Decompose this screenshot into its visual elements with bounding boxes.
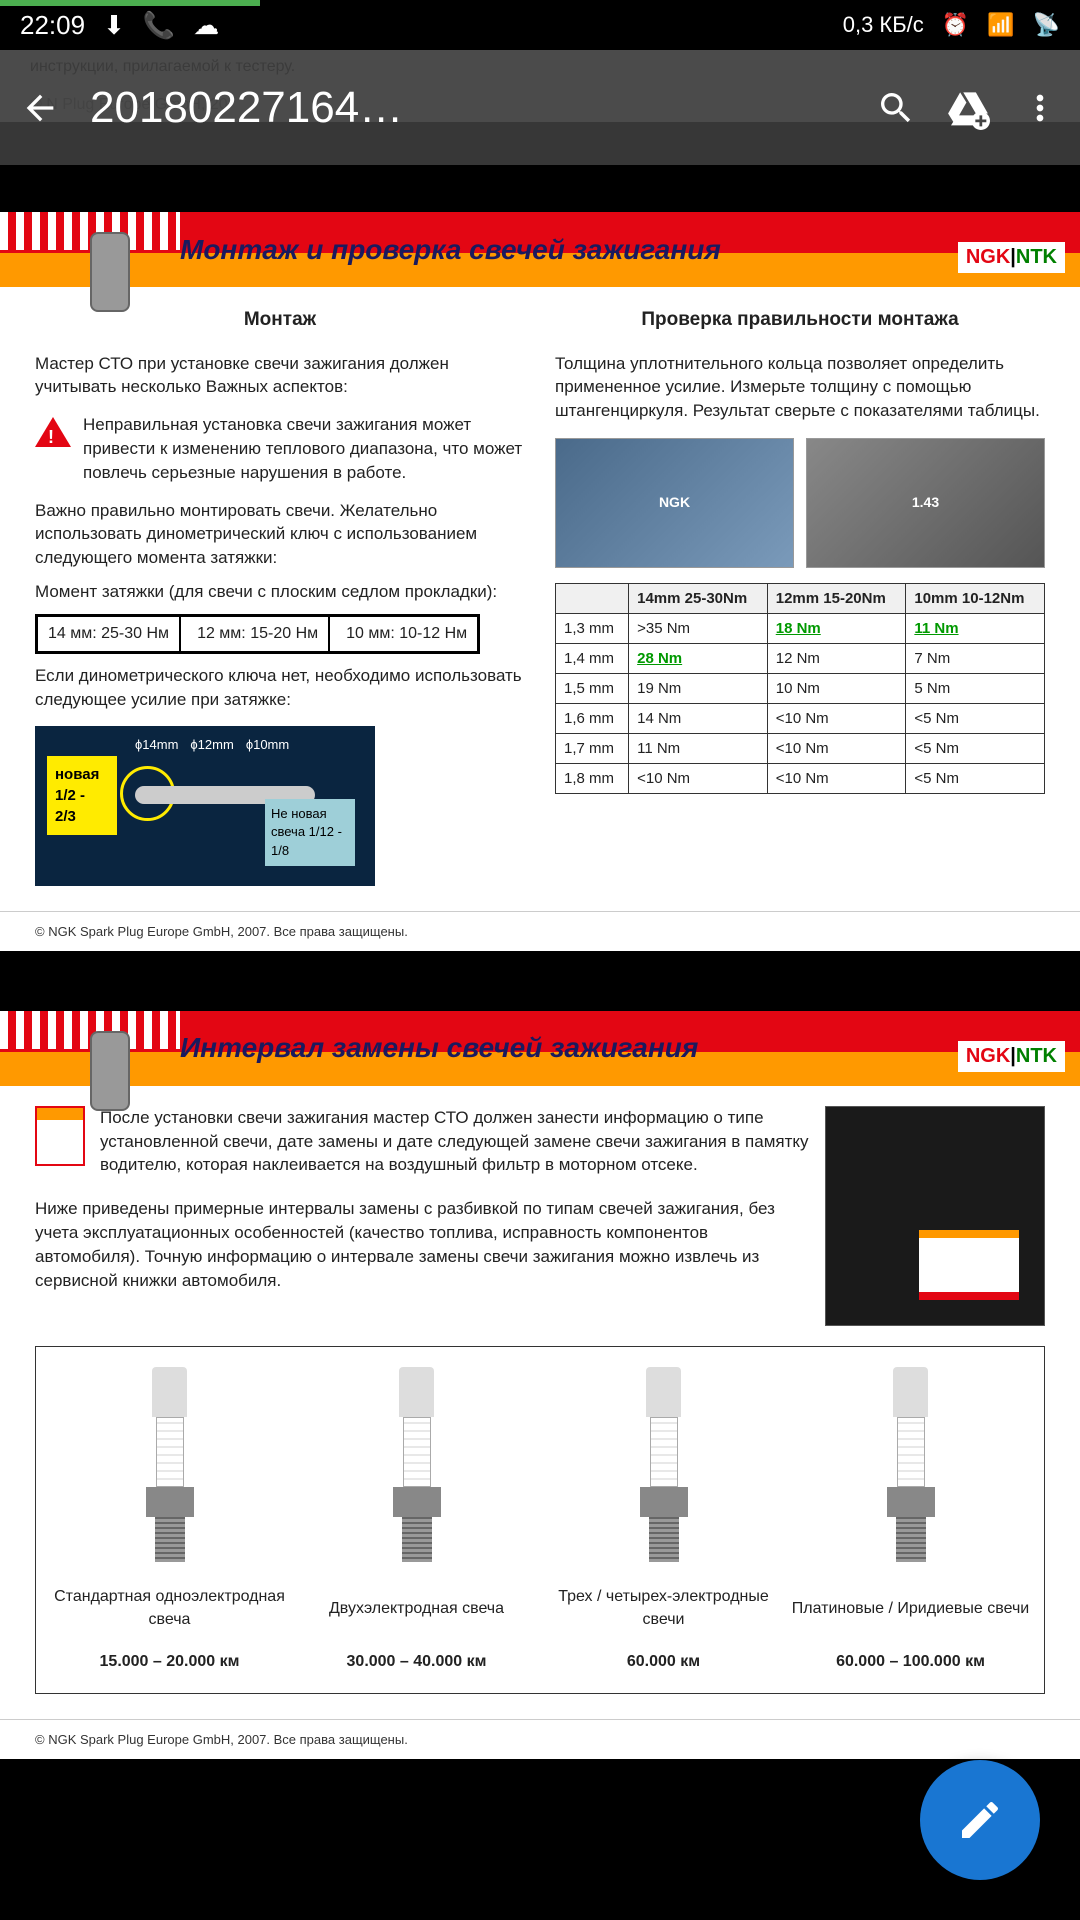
engine-photo [825,1106,1045,1326]
spark-plug-icon [639,1367,689,1567]
zipper-pull-icon [90,1031,130,1111]
plug-photo: NGK [555,438,794,568]
brand-logo: NGK|NTK [958,1041,1065,1072]
call-icon: 📞 [143,10,175,41]
app-bar: 20180227164… [0,50,1080,165]
left-column: Монтаж Мастер СТО при установке свечи за… [35,307,525,886]
more-icon[interactable] [1020,88,1060,128]
progress-indicator [0,0,260,6]
wrench-diagram: ϕ14mm ϕ12mm ϕ10mm новая 1/2 - 2/3 Не нов… [35,726,375,886]
copyright: © NGK Spark Plug Europe GmbH, 2007. Все … [0,911,1080,951]
document-viewport[interactable]: инструкции, прилагаемой к тестеру. © N P… [0,50,1080,1920]
clock: 22:09 [20,10,85,41]
plugs-comparison: Стандартная одноэлектродная свеча15.000 … [35,1346,1045,1694]
right-heading: Проверка правильности монтажа [555,307,1045,334]
sticker-label [919,1230,1019,1300]
caliper-photo: 1.43 [806,438,1045,568]
plug-item: Платиновые / Иридиевые свечи60.000 – 100… [787,1367,1034,1673]
right-column: Проверка правильности монтажа Толщина уп… [555,307,1045,886]
zipper-pull-icon [90,232,130,312]
page-title: Интервал замены свечей зажигания [180,1032,698,1064]
edit-fab[interactable] [920,1760,1040,1880]
torque-spec-row: 14 мм: 25-30 Нм 12 мм: 15-20 Нм 10 мм: 1… [35,614,480,654]
warning-icon [35,417,71,447]
alarm-icon: ⏰ [942,12,969,38]
page-header: Монтаж и проверка свечей зажигания NGK|N… [0,212,1080,287]
plug-item: Двухэлектродная свеча30.000 – 40.000 км [293,1367,540,1673]
net-speed: 0,3 КБ/с [843,12,924,38]
plug-item: Стандартная одноэлектродная свеча15.000 … [46,1367,293,1673]
doc-page-1: Монтаж и проверка свечей зажигания NGK|N… [0,212,1080,951]
drive-icon[interactable] [946,86,990,130]
cloud-icon: ☁ [193,10,219,41]
back-icon[interactable] [20,88,60,128]
app-title: 20180227164… [90,83,846,133]
signal-icon: 📶 [987,12,1014,38]
pencil-icon [956,1796,1004,1844]
status-bar: 22:09 ⬇ 📞 ☁ 0,3 КБ/с ⏰ 📶 📡 [0,0,1080,50]
spark-plug-icon [392,1367,442,1567]
page-title: Монтаж и проверка свечей зажигания [180,234,721,266]
doc-page-2: Интервал замены свечей зажигания NGK|NTK… [0,1011,1080,1759]
brand-logo: NGK|NTK [958,242,1065,273]
page-header: Интервал замены свечей зажигания NGK|NTK [0,1011,1080,1086]
plug-item: Трех / четырех-электродные свечи60.000 к… [540,1367,787,1673]
search-icon[interactable] [876,88,916,128]
spark-plug-icon [145,1367,195,1567]
label-icon [35,1106,85,1166]
download-icon: ⬇ [103,10,125,41]
wifi-icon: 📡 [1033,12,1060,38]
torque-table: 14mm 25-30Nm12mm 15-20Nm10mm 10-12Nm 1,3… [555,583,1045,794]
spark-plug-icon [886,1367,936,1567]
copyright: © NGK Spark Plug Europe GmbH, 2007. Все … [0,1719,1080,1759]
